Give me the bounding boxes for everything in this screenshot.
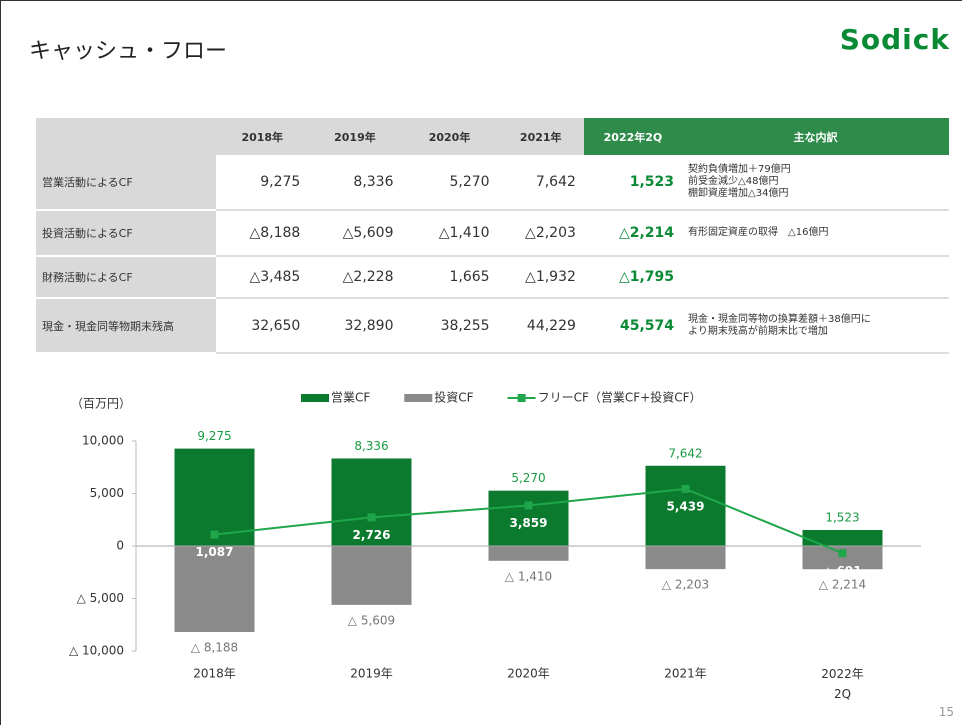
cell: △2,203 bbox=[497, 210, 584, 257]
bar bbox=[331, 546, 412, 605]
y-tick-label: △ 5,000 bbox=[77, 591, 124, 605]
cell: △5,609 bbox=[308, 210, 402, 257]
bar bbox=[174, 546, 255, 632]
data-label: 8,336 bbox=[354, 439, 388, 453]
header-row: 2018年 2019年 2020年 2021年 2022年2Q 主な内訳 bbox=[36, 118, 949, 155]
y-axis-label: （百万円） bbox=[71, 397, 131, 411]
note-cell: 契約負債増加＋79億円 前受金減少△48億円 棚卸資産増加△34億円 bbox=[682, 155, 949, 211]
y-tick-label: 10,000 bbox=[82, 434, 124, 448]
chart: （百万円） 10,000 5,000 0 △ 5,000 △ 10,000 営業CF 投資CF… bbox=[69, 390, 921, 701]
bar bbox=[802, 546, 883, 570]
x-tick-label: 2018年 bbox=[193, 667, 236, 681]
column-header: 2022年2Q bbox=[583, 118, 683, 155]
data-label: 1,523 bbox=[825, 511, 859, 525]
data-label: △ 2,214 bbox=[819, 578, 866, 592]
note-line: 有形固定資産の取得 △16億円 bbox=[688, 227, 829, 238]
marker bbox=[367, 513, 376, 522]
note-line: 棚卸資産増加△34億円 bbox=[688, 188, 789, 199]
data-label: 1,087 bbox=[196, 545, 234, 559]
column-header: 2019年 bbox=[308, 118, 402, 155]
bar bbox=[331, 458, 412, 546]
cf-table: 2018年 2019年 2020年 2021年 2022年2Q 主な内訳 営業活動によるCF… bbox=[36, 118, 949, 354]
data-label: △ 8,188 bbox=[191, 640, 238, 654]
data-label: 5,439 bbox=[667, 499, 705, 513]
note-cell: 現金・現金同等物の換算差額＋38億円に より期末残高が前期末比で増加 bbox=[682, 298, 949, 354]
row-label: 投資活動によるCF bbox=[36, 210, 217, 257]
note-line: 前受金減少△48億円 bbox=[688, 176, 779, 187]
table-row: 財務活動によるCF △3,485 △2,228 1,665 △1,932 △1,795 bbox=[36, 256, 949, 299]
row-label: 財務活動によるCF bbox=[36, 256, 217, 299]
bar bbox=[488, 546, 569, 561]
data-label: 7,642 bbox=[668, 446, 702, 460]
column-header bbox=[36, 118, 217, 155]
table-row: 投資活動によるCF △8,188 △5,609 △1,410 △2,203 △2,214 有… bbox=[36, 210, 949, 257]
bar bbox=[488, 490, 569, 546]
cell: △1,795 bbox=[583, 256, 683, 299]
cell: △3,485 bbox=[216, 256, 309, 299]
cell: 1,523 bbox=[583, 155, 683, 211]
data-label: △ 691 bbox=[823, 564, 861, 578]
bar bbox=[645, 546, 726, 570]
x-tick-label: 2020年 bbox=[507, 667, 550, 681]
cell: 44,229 bbox=[497, 298, 584, 354]
row-label: 現金・現金同等物期末残高 bbox=[36, 298, 217, 354]
cell: △2,228 bbox=[308, 256, 402, 299]
table-row: 営業活動によるCF 9,275 8,336 5,270 7,642 1,523 契約負債増加… bbox=[36, 155, 949, 211]
page-number: 15 bbox=[938, 705, 954, 719]
cell: 32,650 bbox=[216, 298, 309, 354]
logo: Sodick bbox=[839, 23, 950, 56]
legend-swatch bbox=[301, 394, 329, 402]
marker bbox=[524, 501, 533, 510]
note-cell bbox=[682, 256, 949, 299]
cell: 1,665 bbox=[401, 256, 498, 299]
bar bbox=[802, 530, 883, 546]
cell: 45,574 bbox=[583, 298, 683, 354]
legend-label: 営業CF bbox=[331, 391, 370, 405]
cell: 32,890 bbox=[308, 298, 402, 354]
column-header: 2018年 bbox=[216, 118, 309, 155]
note-line: 契約負債増加＋79億円 bbox=[688, 164, 791, 175]
data-label: △ 1,410 bbox=[505, 569, 552, 583]
cell: 8,336 bbox=[308, 155, 402, 211]
title: キャッシュ・フロー bbox=[29, 39, 228, 64]
bar bbox=[174, 448, 255, 546]
data-label: 5,270 bbox=[511, 471, 545, 485]
y-tick-label: 0 bbox=[116, 539, 124, 553]
column-header: 2021年 bbox=[497, 118, 584, 155]
y-tick-label: 5,000 bbox=[90, 486, 124, 500]
data-label: 3,859 bbox=[510, 516, 548, 530]
table-row: 現金・現金同等物期末残高 32,650 32,890 38,255 44,229 45,5… bbox=[36, 298, 949, 354]
note-line: 現金・現金同等物の換算差額＋38億円に bbox=[688, 313, 871, 325]
cell: △8,188 bbox=[216, 210, 309, 257]
data-label: △ 2,203 bbox=[662, 578, 709, 592]
marker bbox=[838, 549, 847, 558]
cell: 9,275 bbox=[216, 155, 309, 211]
cell: 38,255 bbox=[401, 298, 498, 354]
cell: △1,932 bbox=[497, 256, 584, 299]
legend-label: 投資CF bbox=[434, 390, 473, 405]
cell: △2,214 bbox=[583, 210, 683, 257]
column-header: 主な内訳 bbox=[682, 118, 949, 155]
cell: △1,410 bbox=[401, 210, 498, 257]
x-tick-label: 2022年 2Q bbox=[821, 667, 864, 701]
marker bbox=[210, 530, 219, 539]
row-label: 営業活動によるCF bbox=[36, 155, 217, 211]
note-cell: 有形固定資産の取得 △16億円 bbox=[682, 210, 949, 257]
x-tick-label: 2019年 bbox=[350, 667, 393, 681]
marker bbox=[681, 484, 690, 493]
cell: 5,270 bbox=[401, 155, 498, 211]
bar bbox=[645, 465, 726, 546]
data-label: 9,275 bbox=[197, 429, 231, 443]
data-label: △ 5,609 bbox=[348, 613, 395, 627]
data-label: 2,726 bbox=[353, 528, 391, 542]
x-tick-label: 2021年 bbox=[664, 667, 707, 681]
y-tick-label: △ 10,000 bbox=[69, 644, 124, 658]
cell: 7,642 bbox=[497, 155, 584, 211]
legend-swatch bbox=[404, 394, 433, 402]
column-header: 2020年 bbox=[401, 118, 498, 155]
legend-marker bbox=[517, 394, 526, 402]
legend-label: フリーCF（営業CF+投資CF） bbox=[538, 390, 702, 405]
note-line: より期末残高が前期末比で増加 bbox=[688, 325, 828, 337]
